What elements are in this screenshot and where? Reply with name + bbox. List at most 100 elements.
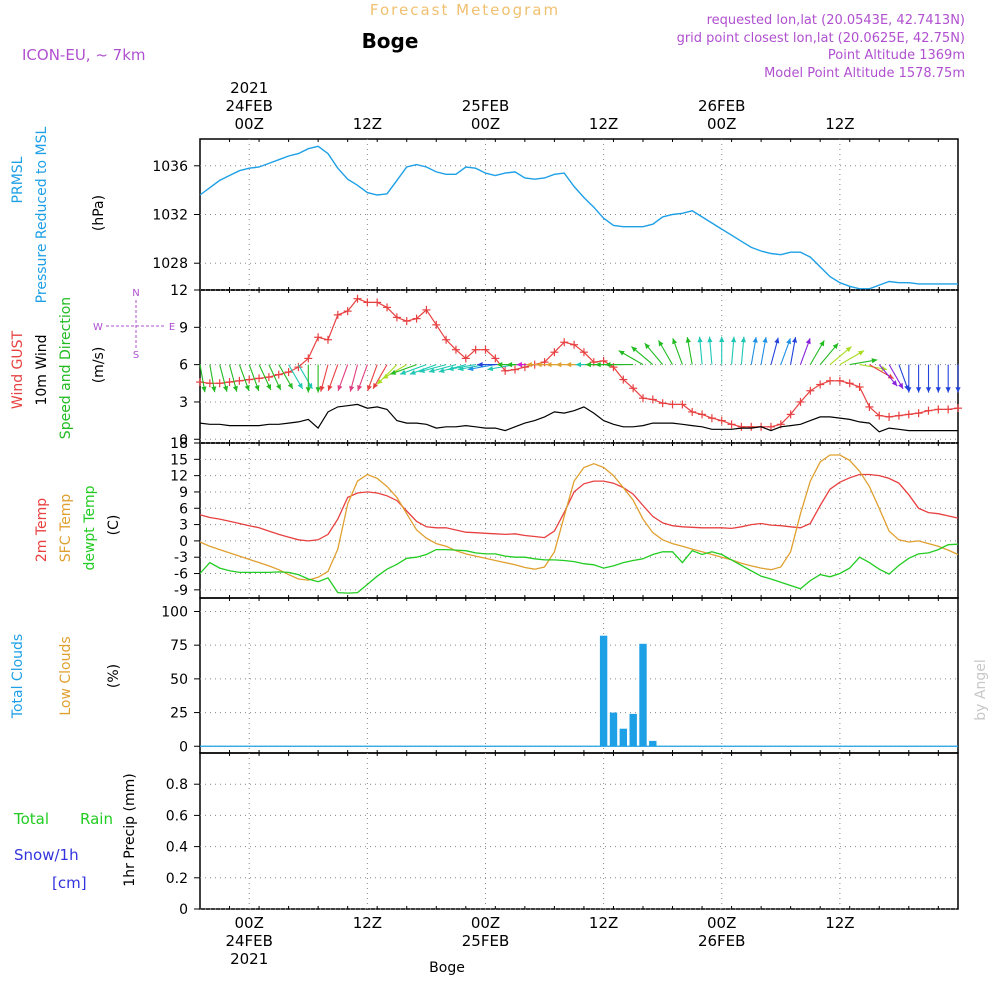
wind-direction-arrow (605, 362, 634, 368)
wind-panel: 0 3 6 9 12 (170, 283, 962, 448)
y-tick-label: 3 (179, 395, 188, 411)
requested-coords: requested lon,lat (20.0543E, 42.7413N) (707, 13, 965, 28)
footer-location: Boge (429, 960, 465, 976)
wind-direction-arrow (399, 364, 427, 375)
rain-label: Rain (80, 810, 113, 828)
wind-direction-arrow (278, 364, 294, 390)
time-label: 26FEB (698, 97, 745, 115)
y-tick-label: 50 (170, 672, 188, 688)
wind-unit: (m/s) (91, 347, 107, 384)
wind-direction-arrow (644, 342, 664, 365)
wind-direction-arrow (925, 364, 932, 393)
y-tick-label: 0 (179, 534, 188, 550)
y-tick-label: 9 (179, 485, 188, 501)
y-tick-label: 6 (179, 358, 188, 374)
model-label: ICON-EU, ~ 7km (22, 46, 146, 64)
wind-direction-arrow (199, 364, 207, 393)
cloud-bar (639, 643, 647, 747)
wind-direction-arrow (390, 364, 417, 375)
time-label: 26FEB (698, 932, 745, 950)
y-tick-label: 9 (179, 320, 188, 336)
time-label: 12Z (589, 914, 618, 932)
time-label: 2021 (230, 79, 268, 97)
wind-direction-label: Speed and Direction (58, 297, 74, 439)
wind-direction-arrow (248, 364, 260, 392)
clouds-panel: 0 25 50 75 100 (161, 597, 959, 755)
wind-direction-arrow (349, 364, 359, 392)
snow-unit: [cm] (52, 874, 87, 892)
wind-direction-arrow (428, 364, 457, 373)
compass-w: W (93, 322, 103, 333)
wind-direction-arrow (228, 364, 238, 392)
wind-direction-arrow (945, 364, 951, 393)
wind-direction-arrow (288, 364, 304, 390)
wind-gust-line (199, 297, 959, 428)
wind-direction-arrow (658, 340, 673, 365)
wind-speed-line (199, 403, 958, 433)
wind-10m-label: 10m Wind (34, 334, 50, 405)
wind-direction-arrow (376, 364, 398, 385)
wind-direction-arrow (219, 364, 229, 392)
wind-direction-arrow (367, 364, 378, 392)
wind-direction-arrow (809, 340, 825, 365)
time-label: 00Z (235, 914, 264, 932)
cloud-bar (619, 728, 627, 747)
compass-s: S (133, 350, 139, 361)
time-label: 00Z (707, 914, 736, 932)
time-label: 24FEB (225, 97, 272, 115)
pressure-panel: 1028 1032 1036 (152, 138, 959, 291)
time-label: 12Z (353, 115, 382, 133)
wind-direction-arrow (319, 364, 329, 392)
wind-direction-arrow (935, 364, 941, 393)
temp-dewpt-line (199, 543, 959, 594)
clouds-unit: (%) (106, 664, 122, 688)
total-clouds-label: Total Clouds (10, 634, 26, 719)
y-tick-label: 0 (179, 902, 188, 918)
wind-direction-arrow (906, 364, 912, 393)
cloud-bar (599, 635, 608, 747)
y-tick-label: 0 (179, 432, 188, 448)
time-label: 2021 (230, 950, 268, 968)
time-label: 12Z (353, 914, 382, 932)
wind-direction-arrow (719, 336, 725, 365)
y-tick-label: 75 (170, 638, 188, 654)
wind-direction-arrow (618, 350, 644, 366)
wind-direction-arrow (731, 336, 737, 365)
wind-direction-arrow (672, 338, 683, 365)
wind-direction-arrow (839, 350, 865, 366)
wind-direction-arrow (780, 338, 791, 365)
wind-direction-arrow (760, 337, 768, 365)
y-tick-label: 6 (179, 501, 188, 517)
wind-direction-arrow (297, 364, 313, 390)
panel-frame (199, 597, 959, 754)
wind-direction-arrow (258, 364, 272, 391)
pressure-label-prmsl: PRMSL (10, 156, 26, 203)
snow-label: Snow/1h (14, 846, 79, 864)
compass-rose: N W E S (93, 288, 175, 361)
cloud-bar (649, 740, 657, 747)
y-tick-label: 25 (170, 706, 188, 722)
y-tick-label: 1032 (152, 208, 188, 224)
precip-unit: 1hr Precip (mm) (122, 773, 138, 886)
time-label: 00Z (471, 115, 500, 133)
panel-frame (199, 138, 959, 291)
panel-frame (199, 752, 959, 910)
cloud-bar (609, 712, 618, 747)
wind-direction-arrow (418, 364, 447, 373)
watermark: by Angel (973, 659, 989, 720)
time-label: 00Z (235, 115, 264, 133)
wind-direction-arrow (467, 364, 496, 372)
y-tick-label: 0.4 (166, 840, 188, 856)
wind-direction-arrow (770, 337, 780, 365)
time-label: 12Z (825, 914, 854, 932)
temp-sfc-line (199, 454, 959, 581)
wind-direction-arrow (238, 364, 250, 392)
wind-direction-arrow (337, 364, 349, 392)
panel-frame (199, 289, 959, 444)
wind-direction-arrow (799, 338, 811, 365)
grid-point-coords: grid point closest lon,lat (20.0625E, 42… (677, 31, 965, 46)
